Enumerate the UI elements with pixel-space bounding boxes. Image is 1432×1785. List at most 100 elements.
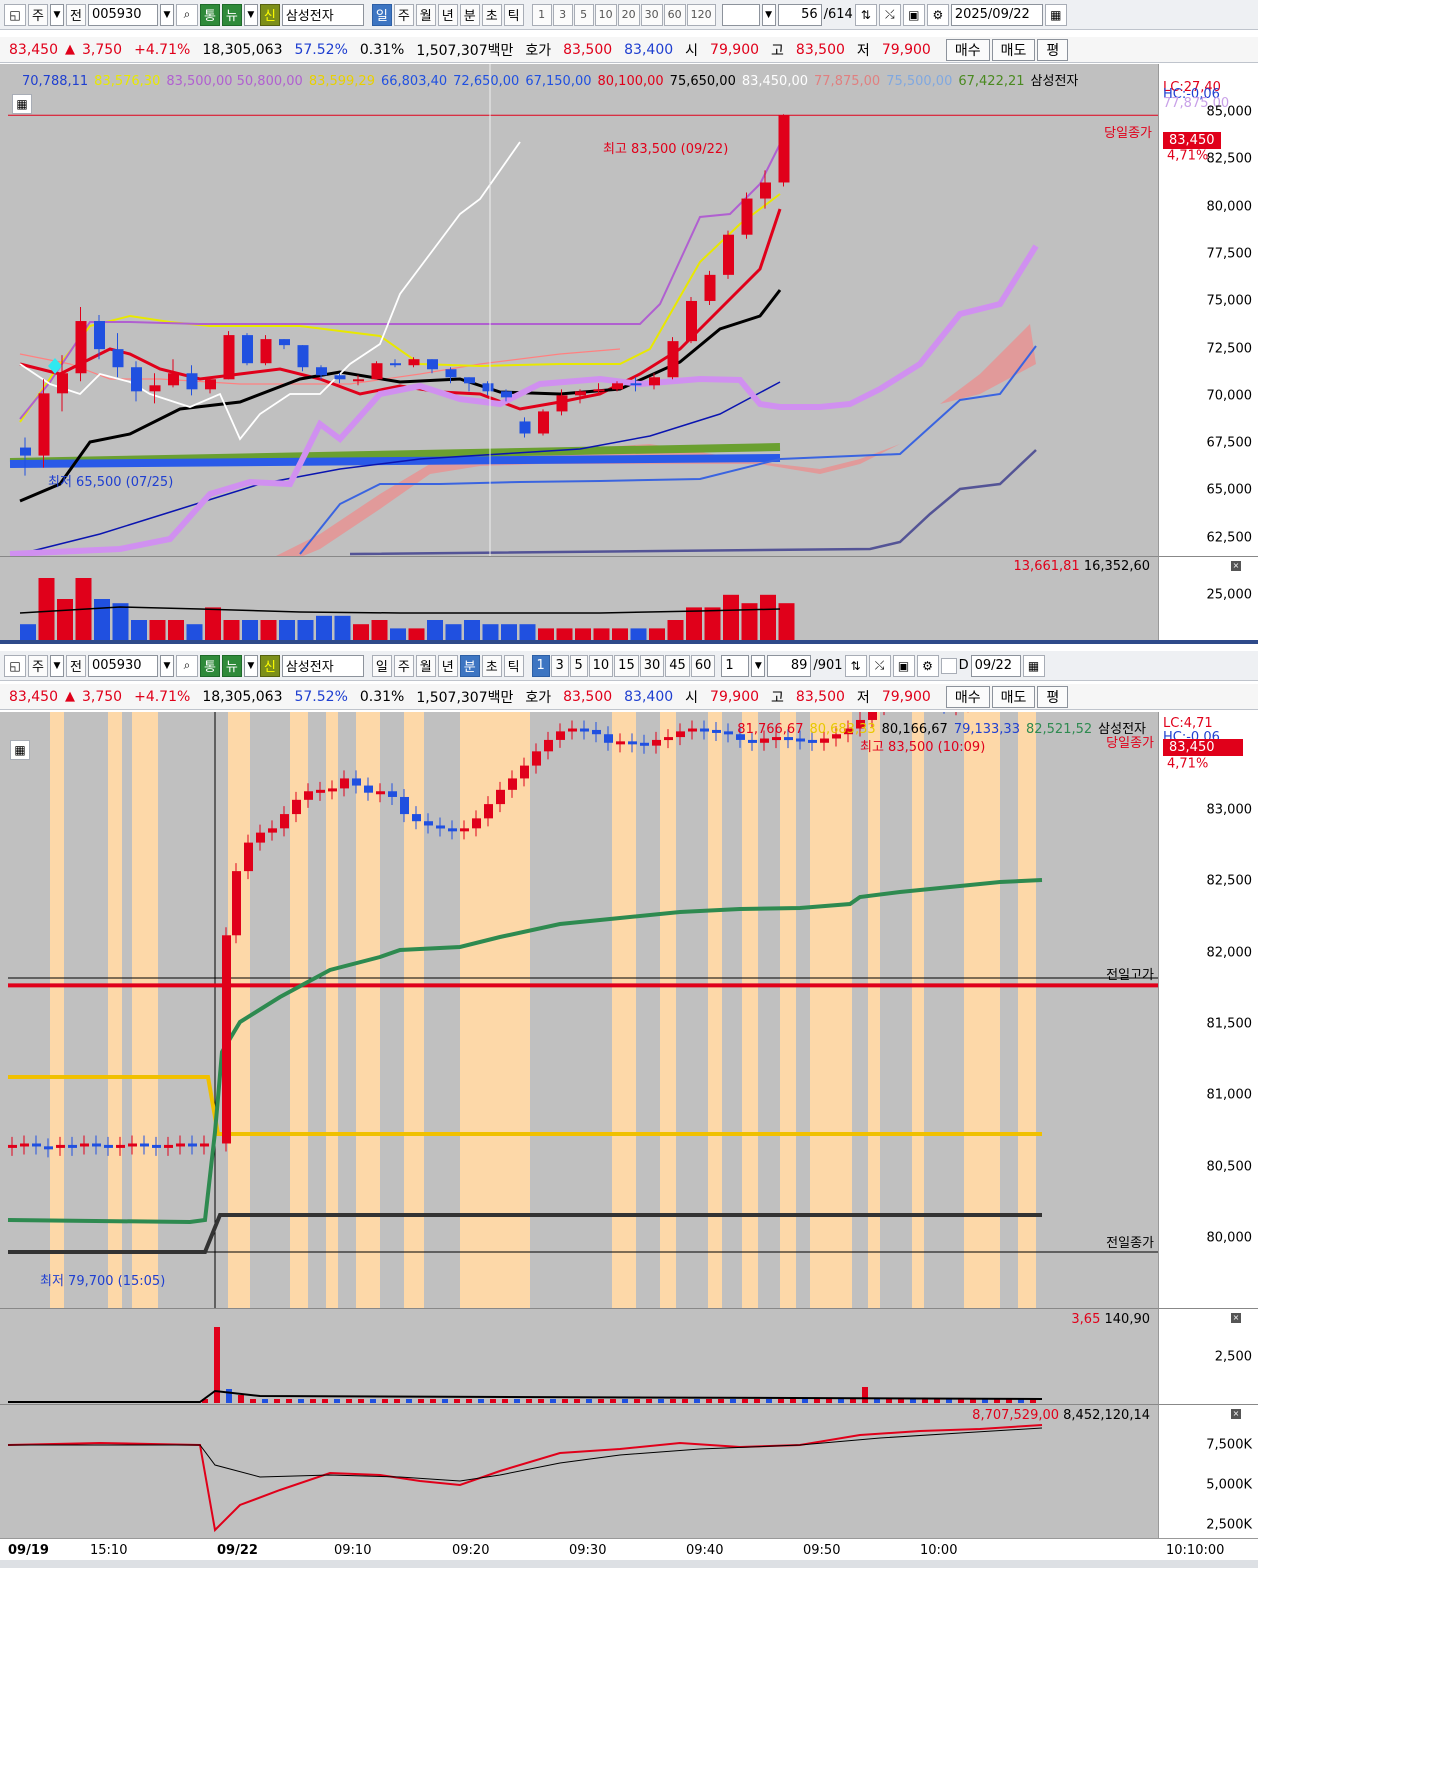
- grid-icon[interactable]: ▦: [12, 94, 32, 114]
- daily-period-tab-1[interactable]: 주: [393, 3, 414, 26]
- search-icon[interactable]: ⌕: [175, 654, 198, 677]
- minute-interval-60[interactable]: 60: [690, 654, 716, 677]
- quote-amount: 1,507,307백만: [416, 42, 514, 59]
- daily-interval-120[interactable]: 120: [686, 3, 716, 26]
- minute-period-tab-0[interactable]: 일: [371, 654, 392, 677]
- calendar-icon[interactable]: ▦: [1022, 654, 1045, 677]
- daily-interval-input[interactable]: [721, 3, 760, 26]
- indicator-icon[interactable]: ⇅: [844, 654, 867, 677]
- buy-button[interactable]: 매수: [945, 685, 990, 708]
- calendar-icon[interactable]: ▦: [1044, 3, 1067, 26]
- daily-period-tab-6[interactable]: 틱: [503, 3, 524, 26]
- panel-close-icon[interactable]: ×: [1231, 561, 1241, 571]
- daily-volume-bar: [556, 628, 573, 641]
- minute-interval-15[interactable]: 15: [614, 654, 639, 677]
- chevron-down-icon[interactable]: ▼: [243, 3, 258, 26]
- avg-button[interactable]: 평: [1037, 38, 1069, 61]
- minute-period-tab-5[interactable]: 초: [481, 654, 502, 677]
- gear-icon[interactable]: ⚙: [916, 654, 939, 677]
- minute-volume-bar: [346, 1399, 352, 1403]
- daily-interval-1[interactable]: 1: [531, 3, 552, 26]
- chevron-down-icon[interactable]: ▼: [751, 654, 766, 677]
- panel-close-icon[interactable]: ×: [1231, 1409, 1241, 1419]
- minute-volume-chart[interactable]: 3,65 140,90: [0, 1308, 1158, 1404]
- daily-period-tab-0[interactable]: 일: [371, 3, 392, 26]
- chevron-down-icon[interactable]: ▼: [243, 654, 258, 677]
- daily-interval-20[interactable]: 20: [617, 3, 640, 26]
- horizontal-scrollbar[interactable]: [0, 1560, 1258, 1568]
- chevron-down-icon[interactable]: ▼: [159, 654, 174, 677]
- daily-period-tab-3[interactable]: 년: [437, 3, 458, 26]
- chevron-down-icon[interactable]: ▼: [159, 3, 174, 26]
- minute-tong-button[interactable]: 통: [199, 654, 220, 677]
- chevron-down-icon[interactable]: ▼: [761, 3, 776, 26]
- daily-interval-3[interactable]: 3: [552, 3, 573, 26]
- daily-name-field[interactable]: 삼성전자: [281, 3, 364, 26]
- minute-shin-button[interactable]: 신: [259, 654, 280, 677]
- window-menu-icon[interactable]: ◱: [4, 3, 26, 26]
- minute-volume-bar: [358, 1399, 364, 1403]
- search-icon[interactable]: ⌕: [175, 3, 198, 26]
- daily-count-input[interactable]: 56: [777, 3, 822, 26]
- sell-button[interactable]: 매도: [991, 38, 1036, 61]
- minute-count-input[interactable]: 89: [767, 654, 812, 677]
- gear-icon[interactable]: ⚙: [926, 3, 949, 26]
- minute-interval-5[interactable]: 5: [569, 654, 588, 677]
- minute-prev-button[interactable]: 전: [65, 654, 86, 677]
- minute-unit-input[interactable]: 1: [721, 654, 750, 677]
- minute-news-button[interactable]: 뉴: [221, 654, 242, 677]
- daily-news-button[interactable]: 뉴: [221, 3, 242, 26]
- daily-period-tab-4[interactable]: 분: [459, 3, 480, 26]
- daily-shin-button[interactable]: 신: [259, 3, 280, 26]
- save-icon[interactable]: ▣: [902, 3, 925, 26]
- daily-interval-60[interactable]: 60: [663, 3, 686, 26]
- minute-price-chart[interactable]: 81,766,67 80,683,33 80,166,67 79,133,33 82,5…: [0, 712, 1158, 1308]
- minute-period-tab-4[interactable]: 분: [459, 654, 480, 677]
- daily-interval-30[interactable]: 30: [640, 3, 663, 26]
- minute-period-tab-2[interactable]: 월: [415, 654, 436, 677]
- window-menu-icon[interactable]: ◱: [4, 654, 26, 677]
- daily-tong-button[interactable]: 통: [199, 3, 220, 26]
- save-icon[interactable]: ▣: [892, 654, 915, 677]
- drawing-icon[interactable]: ⤯: [868, 654, 891, 677]
- avg-button[interactable]: 평: [1037, 685, 1069, 708]
- daily-volume-bar: [316, 615, 332, 641]
- daily-interval-5[interactable]: 5: [573, 3, 594, 26]
- buy-button[interactable]: 매수: [945, 38, 990, 61]
- daily-volume-bar: [649, 628, 665, 641]
- daily-period-tab-2[interactable]: 월: [415, 3, 436, 26]
- minute-period-tab-6[interactable]: 틱: [503, 654, 524, 677]
- sell-button[interactable]: 매도: [991, 685, 1036, 708]
- grid-icon[interactable]: ▦: [10, 740, 30, 760]
- drawing-icon[interactable]: ⤯: [878, 3, 901, 26]
- daily-interval-10[interactable]: 10: [594, 3, 617, 26]
- minute-candle: [256, 832, 265, 843]
- daily-date-input[interactable]: 2025/09/22: [950, 3, 1043, 26]
- minute-interval-10[interactable]: 10: [588, 654, 614, 677]
- panel-close-icon[interactable]: ×: [1231, 1313, 1241, 1323]
- minute-period-tab-3[interactable]: 년: [437, 654, 458, 677]
- chevron-down-icon[interactable]: ▼: [49, 3, 64, 26]
- daily-price-chart[interactable]: 70,788,11 83,576,30 83,500,00 50,800,00 83,…: [0, 64, 1158, 556]
- minute-period-tab-1[interactable]: 주: [393, 654, 414, 677]
- minute-interval-30[interactable]: 30: [639, 654, 665, 677]
- daily-period-tab-5[interactable]: 초: [481, 3, 502, 26]
- minute-interval-1[interactable]: 1: [531, 654, 550, 677]
- minute-code-input[interactable]: 005930: [87, 654, 158, 677]
- minute-name-field[interactable]: 삼성전자: [281, 654, 364, 677]
- minute-interval-3[interactable]: 3: [550, 654, 569, 677]
- chevron-down-icon[interactable]: ▼: [49, 654, 64, 677]
- daily-code-input[interactable]: 005930: [87, 3, 158, 26]
- minute-date-input[interactable]: 09/22: [970, 654, 1021, 677]
- indicator-icon[interactable]: ⇅: [854, 3, 877, 26]
- minute-obv-chart[interactable]: 8,707,529,00 8,452,120,14: [0, 1404, 1158, 1538]
- pane-divider[interactable]: [0, 640, 1258, 644]
- minute-menu-button[interactable]: 주: [28, 654, 48, 677]
- daily-prev-button[interactable]: 전: [65, 3, 86, 26]
- minute-interval-45[interactable]: 45: [665, 654, 690, 677]
- minute-volume-bar: [490, 1399, 496, 1403]
- daily-menu-button[interactable]: 주: [28, 3, 48, 26]
- envelope-bottom-line: [349, 449, 1037, 556]
- daily-volume-chart[interactable]: 13,661,81 16,352,60: [0, 556, 1158, 641]
- d-checkbox[interactable]: [940, 657, 957, 674]
